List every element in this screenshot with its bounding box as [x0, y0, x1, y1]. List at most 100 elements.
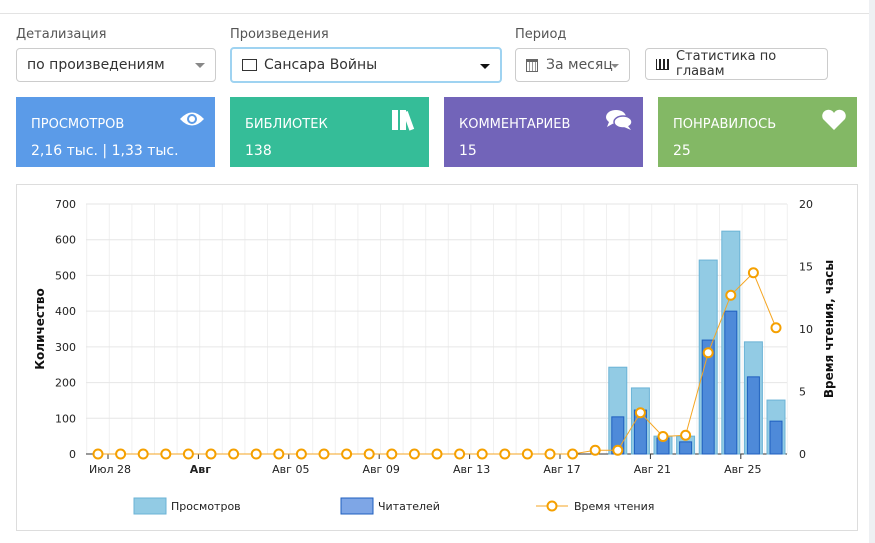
- works-label: Произведения: [230, 27, 329, 42]
- views-value: 2,16 тыс. | 1,33 тыс.: [31, 143, 179, 159]
- y2-tick-label: 5: [799, 386, 806, 399]
- legend-label-reading: Время чтения: [574, 500, 654, 513]
- y2-axis-title: Время чтения, часы: [822, 260, 836, 398]
- legend-swatch-views: [133, 497, 167, 515]
- reading-time-point: [747, 267, 759, 279]
- reading-time-point: [137, 448, 149, 460]
- y2-tick-label: 15: [799, 261, 813, 274]
- comments-value: 15: [459, 143, 477, 159]
- reading-time-point: [273, 448, 285, 460]
- reading-time-point: [228, 448, 240, 460]
- views-title: ПРОСМОТРОВ: [31, 117, 125, 132]
- y-tick-label: 200: [55, 377, 76, 390]
- x-tick-label: Авг 21: [634, 463, 671, 476]
- reading-time-point: [770, 322, 782, 334]
- books-icon: [391, 109, 419, 137]
- views-card: ПРОСМОТРОВ 2,16 тыс. | 1,33 тыс.: [16, 97, 215, 167]
- chevron-down-icon: [480, 64, 490, 69]
- likes-value: 25: [673, 143, 691, 159]
- chevron-down-icon: [611, 64, 619, 68]
- y-tick-label: 100: [55, 412, 76, 425]
- works-value: Сансара Войны: [264, 57, 378, 73]
- reading-time-point: [182, 448, 194, 460]
- chapters-stats-button[interactable]: Статистика по главам: [645, 48, 828, 80]
- likes-card: ПОНРАВИЛОСЬ 25: [658, 97, 857, 167]
- y-tick-label: 500: [55, 269, 76, 282]
- y2-tick-label: 10: [799, 323, 813, 336]
- legend-swatch-readers: [340, 497, 374, 515]
- legend-label-views: Просмотров: [171, 500, 241, 513]
- detail-label: Детализация: [16, 27, 107, 42]
- reading-time-point: [295, 448, 307, 460]
- comments-title: КОММЕНТАРИЕВ: [459, 117, 571, 132]
- libraries-title: БИБЛИОТЕК: [245, 117, 328, 132]
- y-axis-title: Количество: [33, 288, 47, 370]
- reading-time-point: [567, 448, 579, 460]
- x-tick-label: Июл 28: [89, 463, 131, 476]
- libraries-value: 138: [245, 143, 272, 159]
- x-tick-label: Авг 17: [543, 463, 580, 476]
- reading-time-point: [476, 448, 488, 460]
- x-tick-label: Авг 05: [272, 463, 309, 476]
- bar-readers: [769, 420, 783, 455]
- libraries-card: БИБЛИОТЕК 138: [230, 97, 429, 167]
- reading-time-point: [499, 448, 511, 460]
- reading-time-point: [680, 429, 692, 441]
- bar-readers: [746, 376, 760, 455]
- eye-icon: [179, 109, 205, 134]
- bar-readers: [701, 339, 715, 455]
- y-tick-label: 400: [55, 305, 76, 318]
- y-tick-label: 0: [69, 448, 76, 461]
- comments-icon: [605, 109, 633, 137]
- reading-time-point: [612, 444, 624, 456]
- x-tick-label: Авг 25: [724, 463, 761, 476]
- legend-marker-reading: [546, 500, 558, 512]
- reading-time-point: [160, 448, 172, 460]
- reading-time-point: [363, 448, 375, 460]
- detail-select[interactable]: по произведениям: [16, 48, 216, 82]
- reading-time-point: [92, 448, 104, 460]
- y2-tick-label: 0: [799, 448, 806, 461]
- x-tick-label: Авг 09: [363, 463, 400, 476]
- bar-chart-icon: [656, 58, 669, 70]
- reading-time-point: [341, 448, 353, 460]
- reading-time-point: [521, 448, 533, 460]
- divider: [0, 13, 875, 14]
- chevron-down-icon: [195, 63, 205, 68]
- reading-time-point: [115, 448, 127, 460]
- reading-time-point: [454, 448, 466, 460]
- x-tick-label: Авг 13: [453, 463, 490, 476]
- reading-time-point: [431, 448, 443, 460]
- stats-chart: 0 100 200 300 400 500 600 700 0 5 10 15 20 Июл 28 Авг А…: [16, 184, 858, 531]
- book-icon: [242, 59, 257, 71]
- works-select[interactable]: Сансара Войны: [230, 47, 502, 83]
- legend-label-readers: Читателей: [378, 500, 440, 513]
- reading-time-point: [657, 431, 669, 442]
- reading-time-point: [408, 448, 420, 460]
- reading-time-point: [544, 448, 556, 460]
- likes-title: ПОНРАВИЛОСЬ: [673, 117, 777, 132]
- reading-time-point: [250, 448, 262, 460]
- y-tick-label: 700: [55, 198, 76, 211]
- y-tick-label: 600: [55, 234, 76, 247]
- reading-time-point: [725, 289, 737, 301]
- reading-time-point: [589, 444, 601, 456]
- reading-time-point: [386, 448, 398, 460]
- reading-time-point: [702, 347, 714, 359]
- period-value: За месяц: [546, 57, 613, 73]
- page-edge: [869, 0, 875, 543]
- y-tick-label: 300: [55, 341, 76, 354]
- period-dropdown[interactable]: За месяц: [515, 48, 630, 82]
- reading-time-point: [318, 448, 330, 460]
- bar-readers: [724, 310, 738, 455]
- x-tick-label: Авг: [190, 463, 211, 476]
- period-label: Период: [515, 27, 567, 42]
- calendar-icon: [526, 58, 538, 72]
- heart-icon: [821, 109, 847, 137]
- y2-tick-label: 20: [799, 198, 813, 211]
- chapters-stats-label: Статистика по главам: [675, 49, 777, 79]
- reading-time-point: [634, 407, 646, 419]
- comments-card: КОММЕНТАРИЕВ 15: [444, 97, 643, 167]
- bar-readers: [679, 441, 693, 455]
- reading-time-point: [205, 448, 217, 460]
